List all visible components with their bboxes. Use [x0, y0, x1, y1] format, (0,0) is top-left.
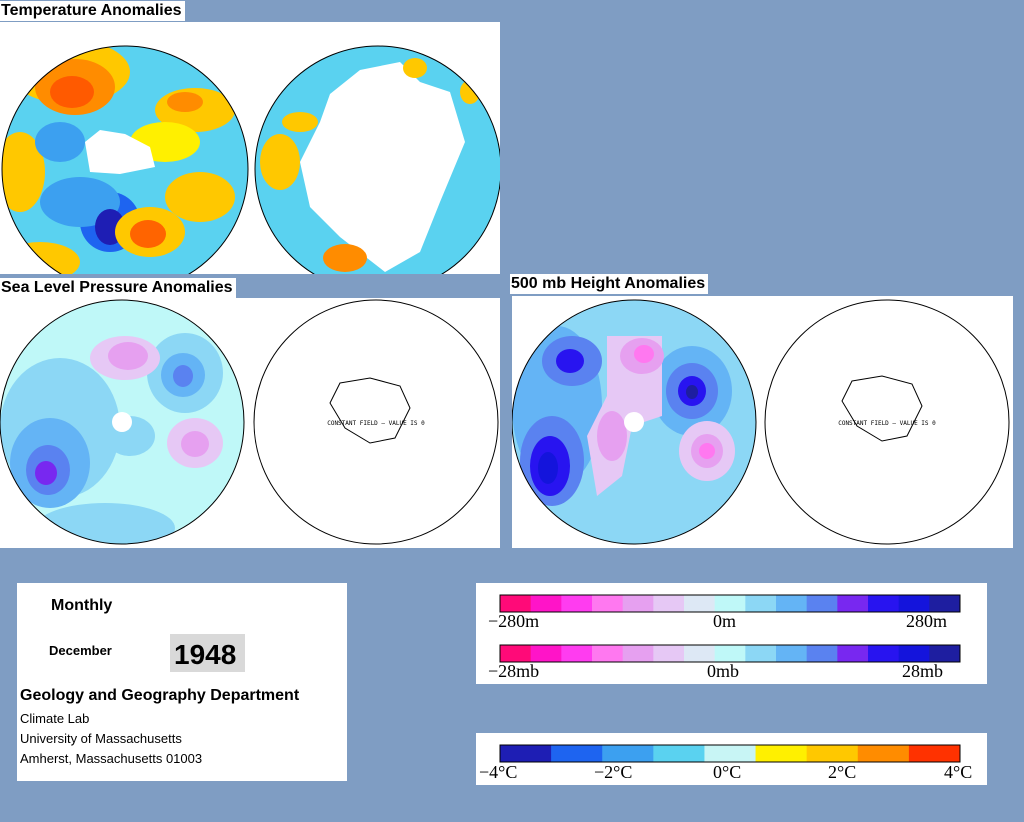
height500-north-map — [512, 300, 756, 544]
anomaly-legend: −280m 0m 280m −28mb 0mb 28mb — [476, 583, 987, 684]
colorbar-swatch — [868, 645, 900, 662]
temp-label-1: −2°C — [594, 762, 632, 782]
pressure-label-max: 28mb — [902, 661, 943, 681]
temperature-panel — [0, 22, 500, 274]
colorbar-border — [499, 644, 961, 663]
temperature-south-map — [255, 46, 500, 274]
temp-label-2: 0°C — [713, 762, 741, 782]
slp-maps: CONSTANT FIELD – VALUE IS 0 — [0, 299, 499, 545]
temperature-legend-svg: −4°C −2°C 0°C 2°C 4°C — [479, 744, 972, 782]
colorbar-swatch — [500, 595, 532, 612]
info-box: Monthly December 1948 Geology and Geogra… — [17, 583, 347, 781]
colorbar-swatch — [622, 645, 654, 662]
slp-south-note: CONSTANT FIELD – VALUE IS 0 — [327, 420, 425, 427]
slp-panel: CONSTANT FIELD – VALUE IS 0 — [0, 298, 500, 548]
university-label: University of Massachusetts — [20, 731, 182, 746]
colorbar-swatch — [704, 745, 757, 762]
pressure-colorbar — [499, 644, 961, 663]
colorbar-swatch — [898, 645, 930, 662]
colorbar-swatch — [857, 745, 910, 762]
height-label-mid: 0m — [713, 611, 736, 631]
lab-label: Climate Lab — [20, 711, 90, 726]
colorbar-swatch — [653, 595, 685, 612]
colorbar-swatch — [684, 645, 716, 662]
colorbar-swatch — [837, 645, 869, 662]
colorbar-swatch — [806, 595, 838, 612]
colorbar-swatch — [500, 745, 552, 762]
pressure-label-min: −28mb — [488, 661, 539, 681]
colorbar-border — [499, 744, 961, 763]
colorbar-swatch — [684, 595, 716, 612]
department-label: Geology and Geography Department — [20, 687, 300, 704]
colorbar-swatch — [776, 645, 808, 662]
colorbar-swatch — [929, 645, 961, 662]
temperature-maps — [1, 45, 500, 274]
colorbar-swatch — [530, 645, 562, 662]
colorbar-swatch — [898, 595, 930, 612]
temp-label-0: −4°C — [479, 762, 517, 782]
year-label: 1948 — [174, 639, 237, 670]
colorbar-swatch — [745, 645, 777, 662]
address-label: Amherst, Massachusetts 01003 — [20, 751, 203, 766]
colorbar-swatch — [561, 595, 593, 612]
colorbar-border — [499, 594, 961, 613]
colorbar-swatch — [714, 645, 746, 662]
colorbar-swatch — [755, 745, 808, 762]
slp-title: Sea Level Pressure Anomalies — [0, 278, 236, 298]
height-label-min: −280m — [488, 611, 539, 631]
period-label: Monthly — [51, 597, 113, 614]
slp-north-map — [0, 300, 244, 544]
height500-title: 500 mb Height Anomalies — [510, 274, 709, 294]
colorbar-swatch — [745, 595, 777, 612]
colorbar-swatch — [868, 595, 900, 612]
colorbar-swatch — [592, 645, 624, 662]
colorbar-swatch — [653, 745, 705, 762]
year-box — [170, 634, 245, 672]
colorbar-swatch — [602, 745, 654, 762]
colorbar-swatch — [776, 595, 808, 612]
height-label-max: 280m — [906, 611, 947, 631]
colorbar-swatch — [561, 645, 593, 662]
temp-label-3: 2°C — [828, 762, 856, 782]
month-label: December — [49, 643, 112, 658]
height500-maps: CONSTANT FIELD – VALUE IS 0 — [512, 299, 1010, 545]
temp-label-4: 4°C — [944, 762, 972, 782]
colorbar-swatch — [653, 645, 685, 662]
colorbar-swatch — [806, 645, 838, 662]
colorbar-swatch — [837, 595, 869, 612]
height500-panel: CONSTANT FIELD – VALUE IS 0 — [512, 296, 1013, 548]
colorbar-swatch — [592, 595, 624, 612]
temperature-north-map — [2, 46, 248, 274]
colorbar-swatch — [500, 645, 532, 662]
height500-south-note: CONSTANT FIELD – VALUE IS 0 — [838, 420, 936, 427]
pressure-label-mid: 0mb — [707, 661, 739, 681]
temperature-colorbar — [499, 744, 961, 763]
colorbar-swatch — [551, 745, 603, 762]
temperature-legend: −4°C −2°C 0°C 2°C 4°C — [476, 733, 987, 785]
colorbar-swatch — [929, 595, 961, 612]
temperature-title: Temperature Anomalies — [0, 1, 185, 21]
colorbar-swatch — [806, 745, 859, 762]
colorbar-swatch — [622, 595, 654, 612]
colorbar-swatch — [908, 745, 961, 762]
colorbar-swatch — [714, 595, 746, 612]
anomaly-legend-svg: −280m 0m 280m −28mb 0mb 28mb — [488, 594, 961, 681]
colorbar-swatch — [530, 595, 562, 612]
height-colorbar — [499, 594, 961, 613]
